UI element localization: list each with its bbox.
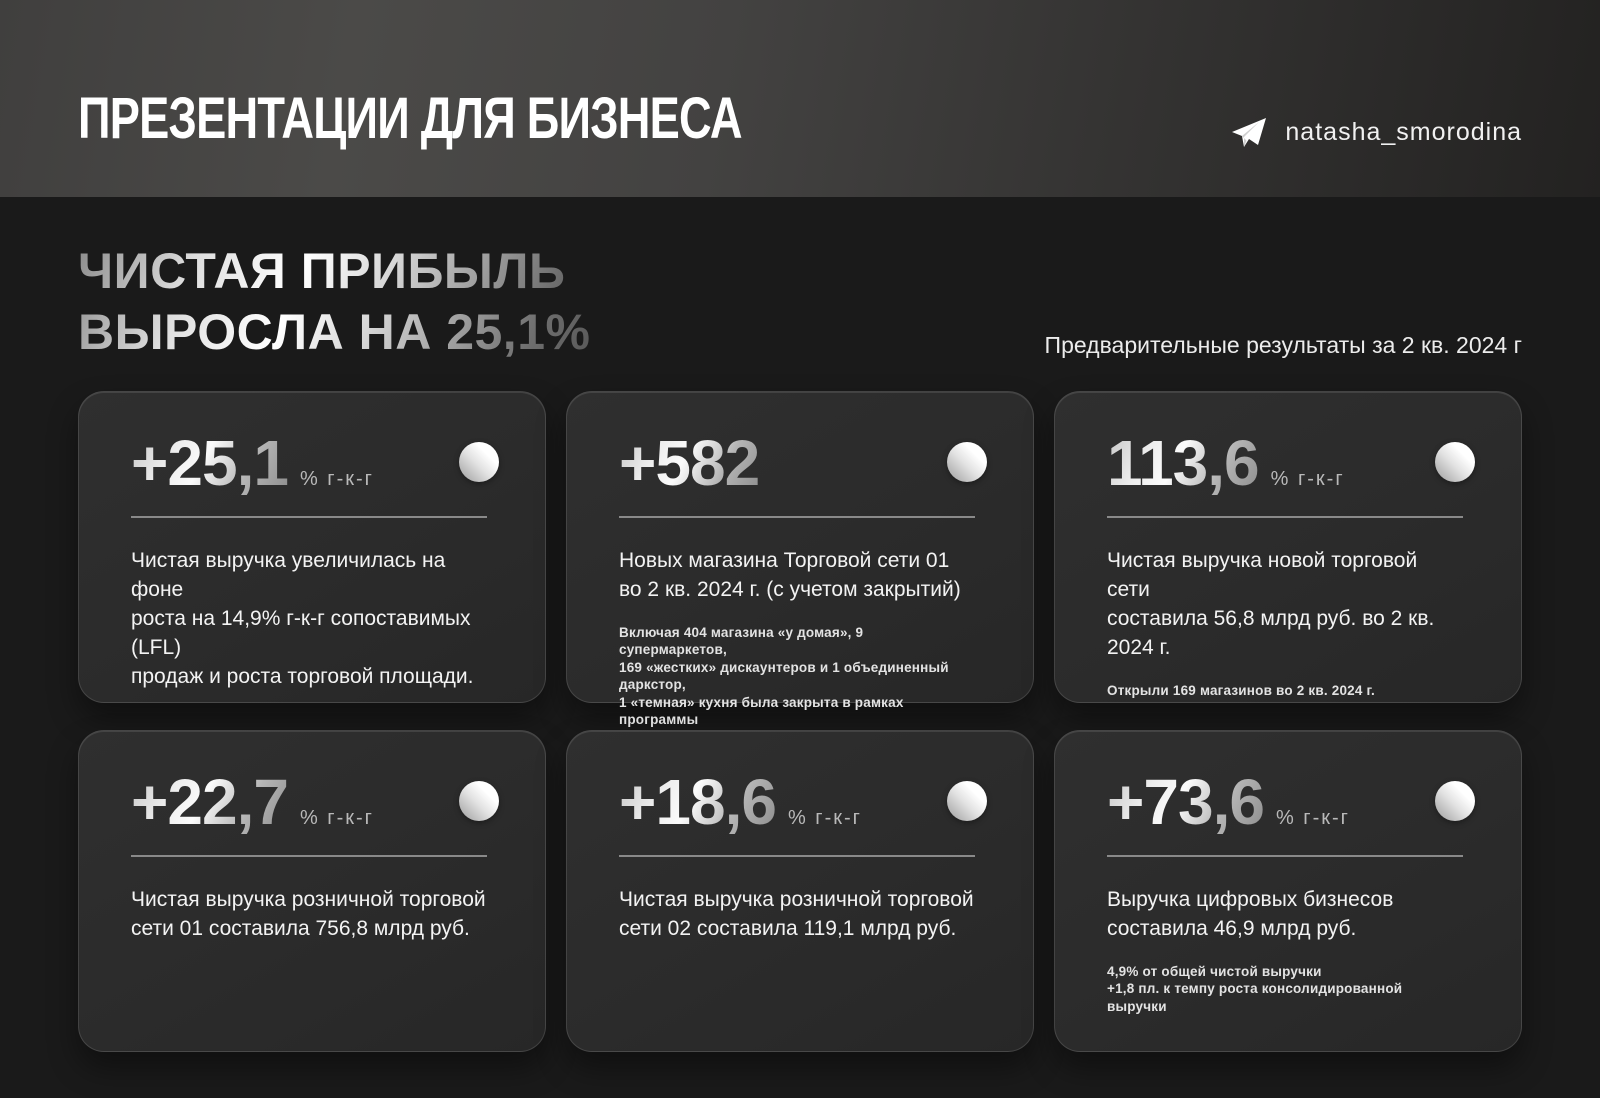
kpi-metric: 113,6 % г-к-г	[1107, 428, 1463, 498]
kpi-footnote: Включая 404 магазина «у домая», 9 суперм…	[619, 624, 949, 745]
kpi-description: Чистая выручка розничной торговой сети 0…	[131, 887, 486, 940]
card-divider	[131, 516, 487, 518]
kpi-description: Новых магазина Торговой сети 01 во 2 кв.…	[619, 548, 961, 601]
kpi-card-chain02-revenue: +18,6 % г-к-г Чистая выручка розничной т…	[566, 730, 1034, 1052]
telegram-icon	[1232, 117, 1267, 147]
kpi-card-chain01-revenue: +22,7 % г-к-г Чистая выручка розничной т…	[78, 730, 546, 1052]
kpi-metric: +25,1 % г-к-г	[131, 428, 487, 498]
slide-title-line1: ЧИСТАЯ ПРИБЫЛЬ	[78, 243, 566, 299]
kpi-metric: +582	[619, 428, 975, 498]
metallic-dot-icon	[947, 781, 987, 821]
kpi-metric: +18,6 % г-к-г	[619, 767, 975, 837]
card-divider	[1107, 516, 1463, 518]
kpi-unit: % г-к-г	[299, 807, 374, 829]
kpi-card-digital-revenue: +73,6 % г-к-г Выручка цифровых бизнесов …	[1054, 730, 1522, 1052]
kpi-unit: % г-к-г	[299, 468, 374, 490]
kpi-unit: % г-к-г	[787, 807, 862, 829]
header-bar: ПРЕЗЕНТАЦИИ ДЛЯ БИЗНЕСА natasha_smorodin…	[0, 0, 1600, 197]
kpi-description: Чистая выручка увеличилась на фоне роста…	[131, 548, 474, 688]
slide-title: ЧИСТАЯ ПРИБЫЛЬ ВЫРОСЛА НА 25,1%	[78, 241, 590, 363]
telegram-contact[interactable]: natasha_smorodina	[1231, 117, 1522, 149]
card-divider	[1107, 855, 1463, 857]
kpi-card-new-chain-revenue: 113,6 % г-к-г Чистая выручка новой торго…	[1054, 391, 1522, 703]
card-divider	[619, 516, 975, 518]
kpi-value: +22,7	[131, 766, 289, 838]
metallic-dot-icon	[459, 442, 499, 482]
kpi-value: +25,1	[131, 427, 289, 499]
metallic-dot-icon	[459, 781, 499, 821]
kpi-description: Выручка цифровых бизнесов составила 46,9…	[1107, 887, 1394, 940]
kpi-value: +73,6	[1107, 766, 1265, 838]
kpi-grid: +25,1 % г-к-г Чистая выручка увеличилась…	[78, 391, 1522, 1052]
metallic-dot-icon	[1435, 781, 1475, 821]
card-divider	[619, 855, 975, 857]
metallic-dot-icon	[1435, 442, 1475, 482]
kpi-card-net-profit: +25,1 % г-к-г Чистая выручка увеличилась…	[78, 391, 546, 703]
kpi-value: 113,6	[1107, 427, 1260, 499]
telegram-handle: natasha_smorodina	[1285, 118, 1522, 146]
kpi-value: +18,6	[619, 766, 777, 838]
kpi-description: Чистая выручка розничной торговой сети 0…	[619, 887, 974, 940]
slide-title-line2: ВЫРОСЛА НА 25,1%	[78, 304, 591, 360]
kpi-unit: % г-к-г	[1275, 807, 1350, 829]
slide-subtitle: Предварительные результаты за 2 кв. 2024…	[1044, 332, 1522, 358]
kpi-unit: % г-к-г	[1270, 468, 1345, 490]
hero-section: ЧИСТАЯ ПРИБЫЛЬ ВЫРОСЛА НА 25,1% Предварит…	[78, 241, 1522, 363]
card-divider	[131, 855, 487, 857]
kpi-metric: +73,6 % г-к-г	[1107, 767, 1463, 837]
brand-title: ПРЕЗЕНТАЦИИ ДЛЯ БИЗНЕСА	[78, 85, 742, 151]
kpi-metric: +22,7 % г-к-г	[131, 767, 487, 837]
metallic-dot-icon	[947, 442, 987, 482]
kpi-value: +582	[619, 427, 760, 499]
kpi-footnote: 4,9% от общей чистой выручки +1,8 пл. к …	[1107, 963, 1403, 1014]
kpi-footnote: Открыли 169 магазинов во 2 кв. 2024 г.	[1107, 682, 1375, 698]
kpi-description: Чистая выручка новой торговой сети соста…	[1107, 548, 1435, 659]
kpi-card-new-stores: +582 Новых магазина Торговой сети 01 во …	[566, 391, 1034, 745]
